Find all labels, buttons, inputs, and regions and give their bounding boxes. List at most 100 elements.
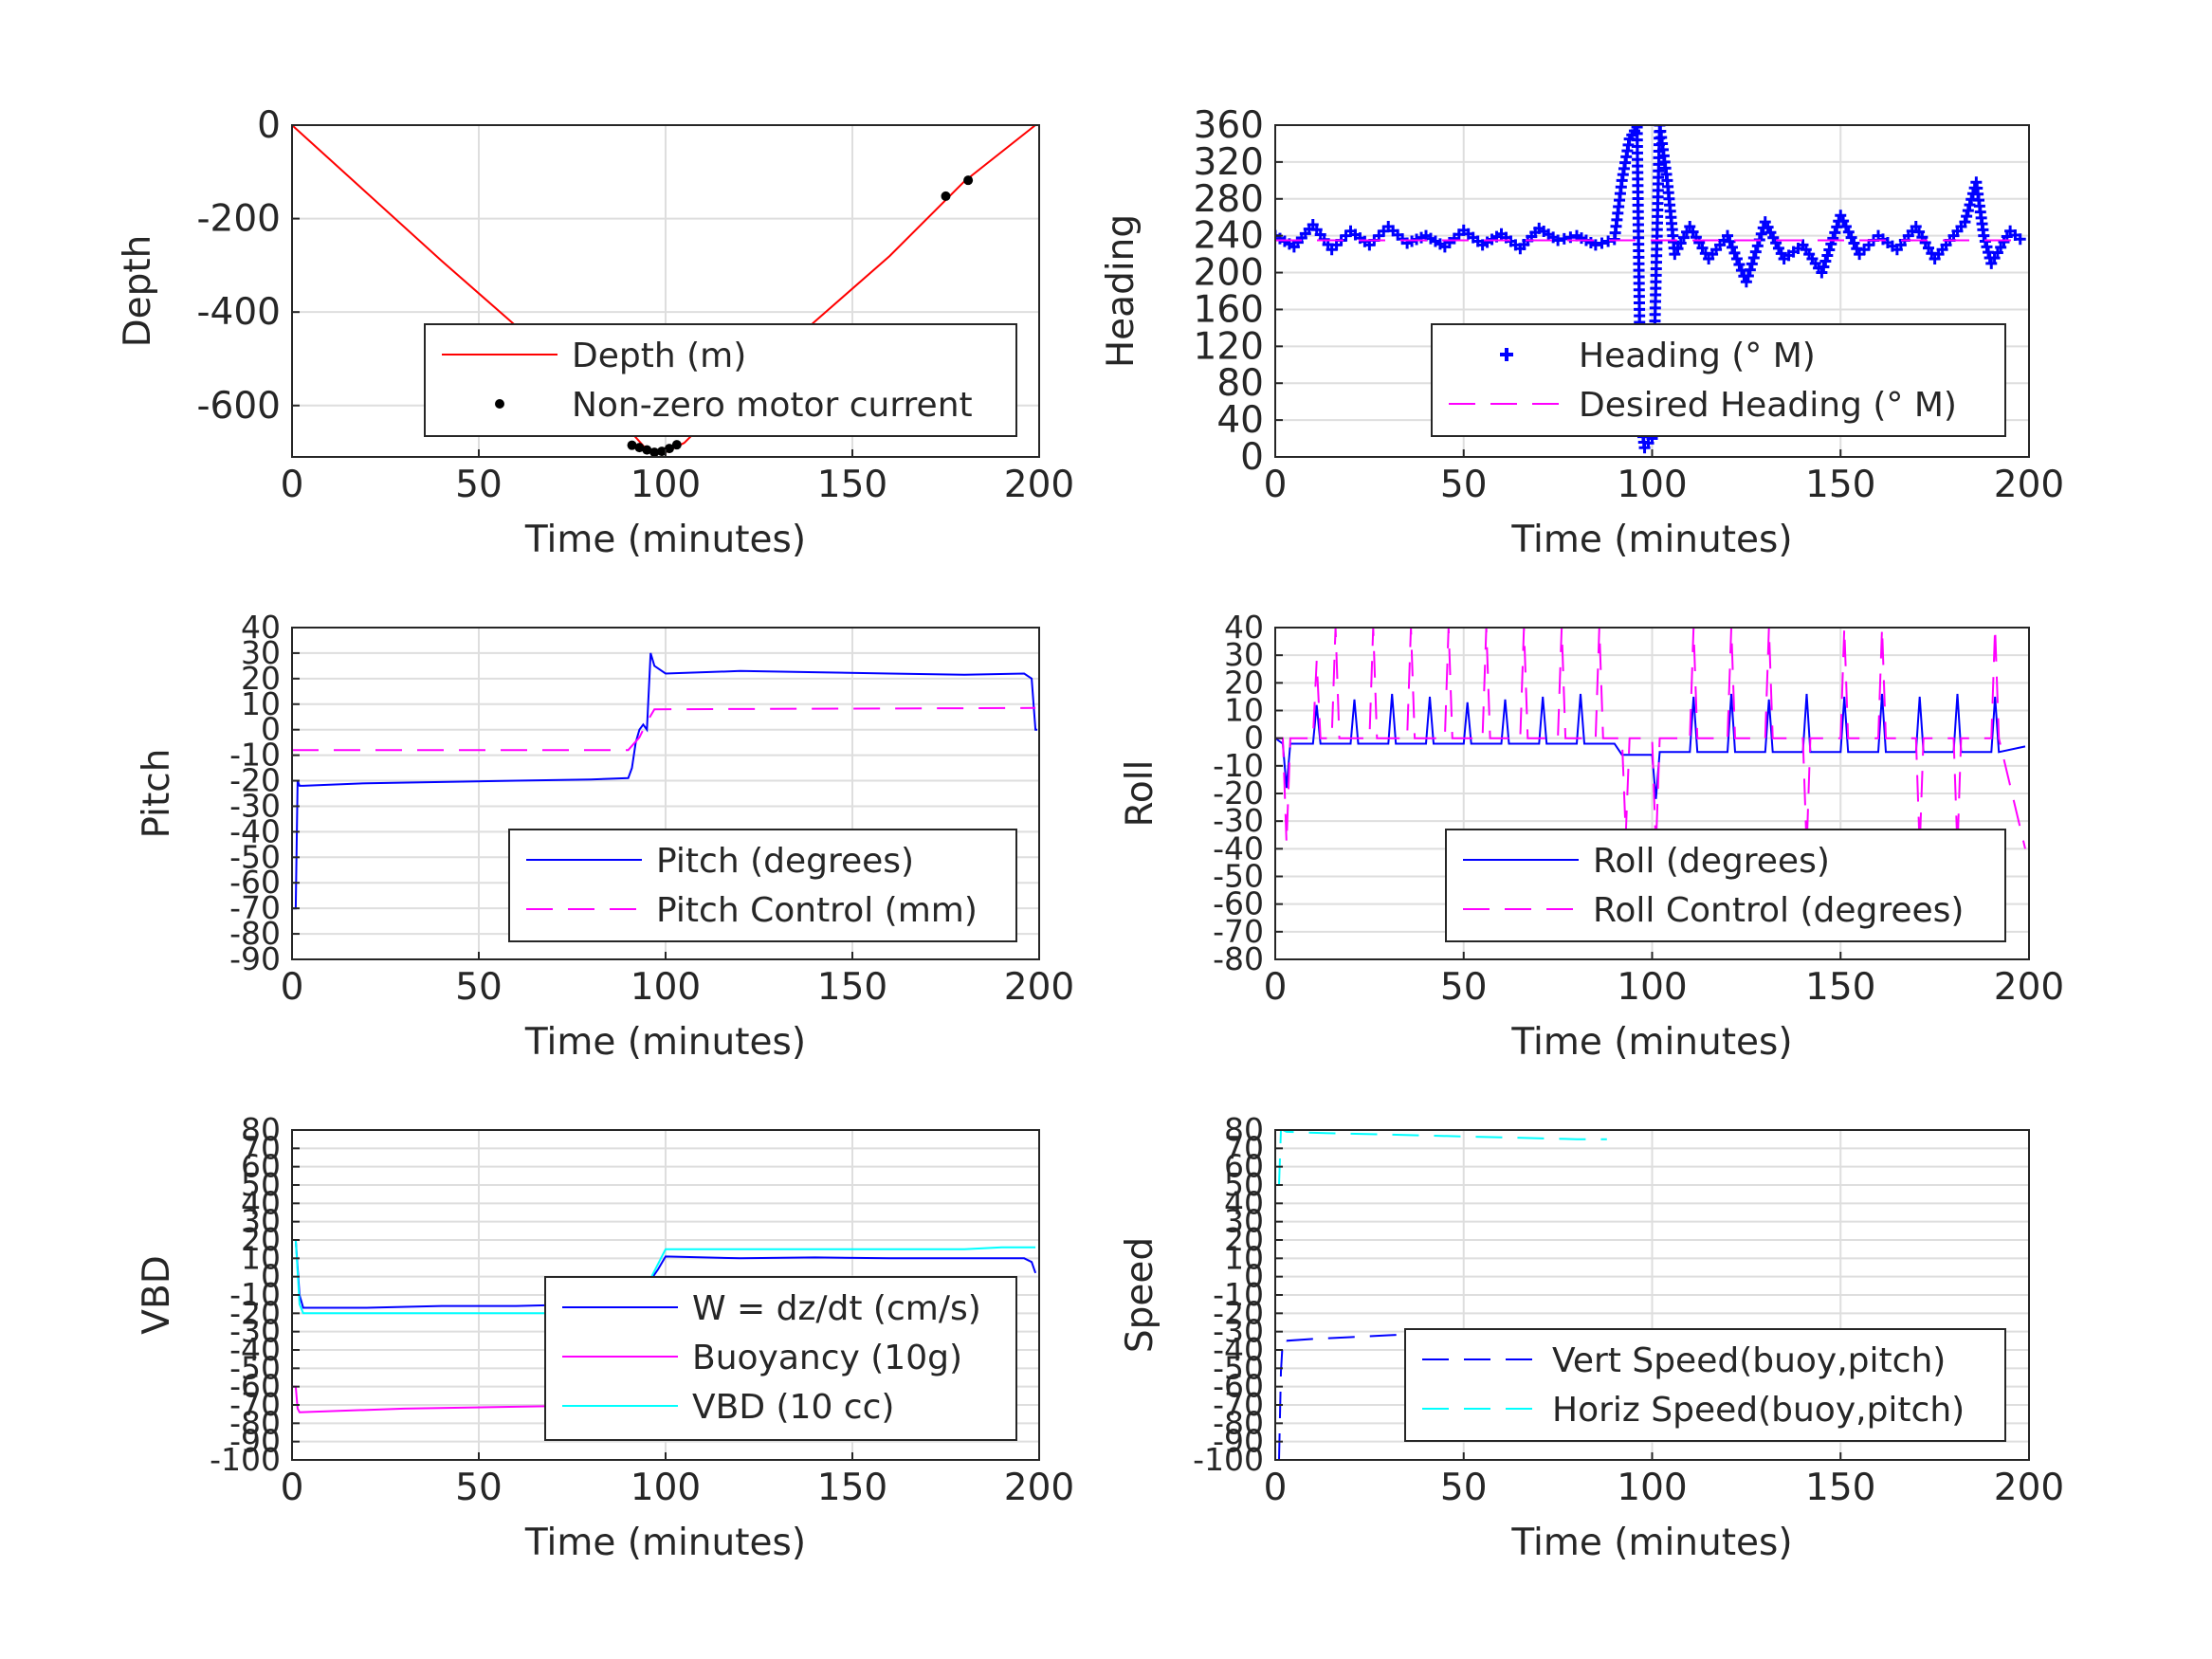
- pitch-data: [292, 652, 1037, 910]
- depth-ytick-label: 0: [257, 104, 281, 147]
- speed-legend: Vert Speed(buoy,pitch) Horiz Speed(buoy,p…: [1404, 1328, 2006, 1442]
- pitch-ytick-label: -60: [229, 864, 281, 901]
- depth-series-1-point: [649, 447, 660, 457]
- pitch-chart: 0 50 100 150 200403020100-10-20-30-40-50-60-…: [136, 609, 1074, 1064]
- vbd-xtick-label: 50: [455, 1467, 503, 1509]
- depth-series-1-point: [671, 440, 682, 450]
- roll-ytick-label: -80: [1213, 940, 1264, 977]
- speed-ytick-label: 40: [1224, 1184, 1264, 1221]
- roll-ylabel: Roll: [1119, 760, 1161, 828]
- speed-xtick-label: 50: [1440, 1467, 1488, 1509]
- speed-ytick-label: -20: [1213, 1294, 1264, 1331]
- depth-ylabel: Depth: [117, 235, 159, 348]
- pitch-ytick-label: -90: [229, 940, 281, 977]
- heading-ytick-label: 120: [1194, 325, 1264, 368]
- vbd-ytick-label: -90: [229, 1423, 281, 1460]
- vbd-legend-entry-2-label: VBD (10 cc): [692, 1388, 894, 1427]
- speed-ytick-label: -80: [1213, 1404, 1264, 1441]
- roll-ytick-label: -10: [1213, 747, 1264, 784]
- speed-ytick-label: -70: [1213, 1386, 1264, 1423]
- pitch-ylabel: Pitch: [136, 749, 178, 839]
- heading-series-0-markers: [2004, 225, 2026, 246]
- speed-xtick-label: 100: [1617, 1467, 1687, 1509]
- depth-xtick-label: 0: [281, 464, 304, 506]
- speed-series-1-line: [1278, 1130, 1607, 1186]
- pitch-ytick-label: 40: [241, 609, 281, 646]
- speed-ytick-label: -50: [1213, 1349, 1264, 1386]
- heading-ytick-label: 200: [1194, 252, 1264, 295]
- vbd-legend-box: [544, 1276, 1017, 1441]
- depth-xtick-label: 150: [817, 464, 887, 506]
- roll-legend-box: [1445, 829, 2006, 942]
- vbd-xtick-label: 0: [281, 1467, 304, 1509]
- roll-ytick-label: -70: [1213, 913, 1264, 950]
- pitch-ytick-label: 10: [241, 685, 281, 722]
- vbd-ytick-label: 50: [241, 1166, 281, 1203]
- heading-xtick-label: 0: [1264, 464, 1288, 506]
- roll-ytick-label: -60: [1213, 885, 1264, 922]
- speed-ytick-label: 10: [1224, 1239, 1264, 1276]
- speed-ytick-label: -10: [1213, 1276, 1264, 1313]
- vbd-ytick-label: 70: [241, 1129, 281, 1166]
- vbd-legend-entry-1-label: Buoyancy (10g): [692, 1339, 962, 1377]
- pitch-legend-box: [508, 829, 1017, 942]
- heading-series-0-markers: [1835, 210, 1863, 255]
- depth-series-1-point: [941, 191, 951, 201]
- vbd-ytick-label: -100: [210, 1441, 281, 1478]
- speed-ylabel: Speed: [1119, 1237, 1161, 1353]
- speed-ytick-label: 80: [1224, 1111, 1264, 1148]
- heading-data: [1275, 125, 2026, 454]
- vbd-legend: W = dz/dt (cm/s) Buoyancy (10g) VBD (10 cc…: [544, 1276, 1017, 1441]
- pitch-ytick-label: -50: [229, 838, 281, 875]
- pitch-legend: Pitch (degrees) Pitch Control (mm): [508, 829, 1017, 942]
- speed-ytick-label: 0: [1244, 1258, 1264, 1295]
- heading-series-0-markers: [1363, 225, 1390, 251]
- roll-ytick-label: -40: [1213, 830, 1264, 866]
- heading-xtick-label: 100: [1617, 464, 1687, 506]
- pitch-legend-entry-0-label: Pitch (degrees): [656, 842, 914, 881]
- depth-xtick-label: 100: [631, 464, 701, 506]
- depth-series-1-point: [657, 447, 667, 457]
- pitch-ytick-label: 20: [241, 660, 281, 697]
- pitch-ytick-label: -70: [229, 889, 281, 926]
- vbd-xtick-label: 100: [631, 1467, 701, 1509]
- depth-ytick-label: -600: [196, 385, 281, 428]
- roll-legend: Roll (degrees) Roll Control (degrees): [1445, 829, 2006, 942]
- speed-ytick-label: 50: [1224, 1166, 1264, 1203]
- pitch-ytick-label: -80: [229, 915, 281, 952]
- heading-ytick-label: 40: [1216, 399, 1264, 442]
- roll-legend-entry-1-label: Roll Control (degrees): [1593, 891, 1964, 930]
- pitch-xlabel: Time (minutes): [524, 1021, 806, 1064]
- speed-legend-box: [1404, 1328, 2006, 1442]
- roll-xtick-label: 200: [1994, 966, 2064, 1009]
- heading-legend-entry-0-swatch: [1500, 348, 1513, 361]
- speed-xtick-label: 0: [1264, 1467, 1288, 1509]
- heading-series-0-markers: [1608, 181, 1627, 246]
- heading-xtick-label: 50: [1440, 464, 1488, 506]
- depth-ytick-label: -400: [196, 291, 281, 334]
- depth-data: [292, 125, 1036, 457]
- depth-chart: 0 50 100 150 200 0 -200 -400 -600 Time (minutes) D…: [117, 104, 1074, 561]
- heading-series-0-markers: [1684, 220, 1711, 260]
- vbd-ytick-label: 80: [241, 1111, 281, 1148]
- heading-legend: Heading (° M) Desired Heading (° M): [1431, 323, 2006, 437]
- roll-ytick-label: -50: [1213, 858, 1264, 895]
- heading-ytick-label: 0: [1240, 436, 1264, 479]
- speed-chart: 0 50 100 150 20080706050403020100-10-20-30-4…: [1119, 1111, 2064, 1564]
- pitch-xtick-label: 100: [631, 966, 701, 1009]
- heading-series-0-markers: [1759, 216, 1787, 260]
- speed-ytick-label: 60: [1224, 1148, 1264, 1185]
- roll-ytick-label: 10: [1224, 692, 1264, 729]
- roll-ytick-label: -20: [1213, 775, 1264, 811]
- vbd-ytick-label: -10: [229, 1276, 281, 1313]
- roll-ytick-label: 30: [1224, 636, 1264, 673]
- vbd-ytick-label: 0: [261, 1258, 281, 1295]
- vbd-ylabel: VBD: [136, 1255, 178, 1334]
- pitch-xtick-label: 0: [281, 966, 304, 1009]
- vbd-ytick-label: -40: [229, 1331, 281, 1368]
- roll-chart: 0 50 100 150 200403020100-10-20-30-40-50-60-…: [1119, 609, 2064, 1064]
- heading-ytick-label: 80: [1216, 362, 1264, 405]
- pitch-ytick-label: -30: [229, 787, 281, 824]
- pitch-series-1-line: [292, 706, 1036, 752]
- pitch-ytick-label: 0: [261, 711, 281, 748]
